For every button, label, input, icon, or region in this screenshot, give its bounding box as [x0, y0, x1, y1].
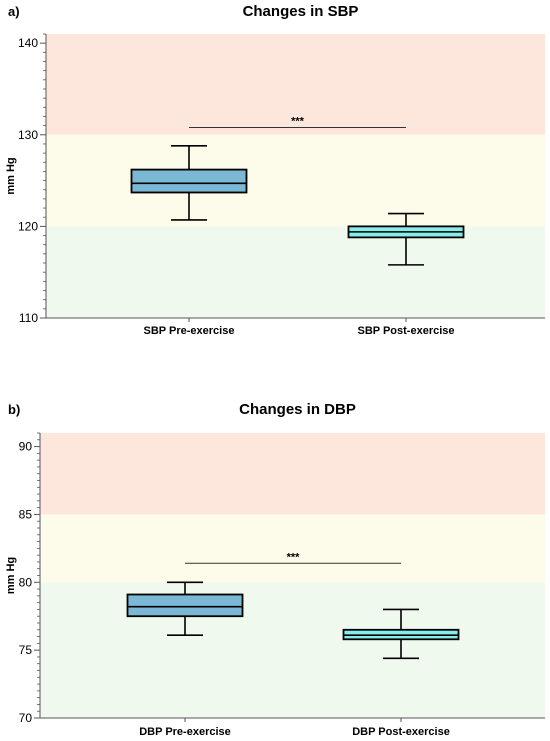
chart-panel-b: b) Changes in DBP 70 75 80 85 90 mm Hg DBP Pre-e…	[5, 401, 545, 738]
y-axis-label: mm Hg	[5, 157, 17, 194]
y-tick-label: 90	[19, 440, 33, 454]
x-tick-label: DBP Pre-exercise	[139, 726, 231, 738]
panel-label: a)	[8, 4, 20, 19]
background-band	[40, 514, 545, 583]
y-tick-label: 110	[19, 311, 38, 325]
y-axis-label: mm Hg	[5, 557, 17, 594]
significance-label: ***	[287, 551, 301, 563]
iqr-box	[130, 168, 248, 194]
x-tick-label: SBP Pre-exercise	[144, 325, 235, 337]
panel-label: b)	[8, 402, 20, 417]
significance-label: ***	[291, 115, 305, 127]
box-plot-post	[347, 212, 465, 266]
chart-title: Changes in SBP	[243, 3, 359, 20]
box-plot-post	[342, 608, 460, 660]
y-tick-label: 120	[18, 219, 38, 233]
background-band	[46, 34, 545, 135]
chart-panel-a: a) Changes in SBP 110 120 130 140 mm Hg SBP Pre…	[5, 3, 545, 337]
y-tick-label: 85	[19, 507, 33, 521]
background-band	[46, 134, 545, 227]
x-tick-label: DBP Post-exercise	[352, 726, 450, 738]
background-band	[46, 226, 545, 318]
y-tick-label: 70	[19, 711, 33, 725]
y-tick-label: 130	[18, 128, 38, 142]
y-tick-label: 80	[19, 575, 33, 589]
y-tick-label: 140	[18, 36, 38, 50]
background-band	[40, 582, 545, 718]
background-band	[40, 433, 545, 515]
chart-title: Changes in DBP	[239, 401, 356, 418]
box-plot-pre	[126, 581, 244, 637]
y-tick-label: 75	[19, 643, 33, 657]
x-tick-label: SBP Post-exercise	[357, 325, 454, 337]
iqr-box	[126, 593, 244, 618]
box-plot-pre	[130, 144, 248, 221]
